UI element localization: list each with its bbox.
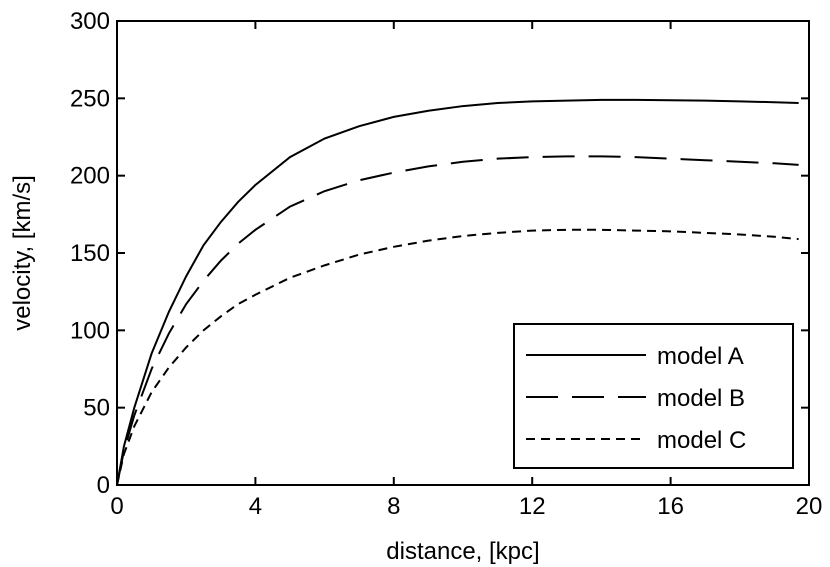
- x-tick-label: 12: [519, 493, 546, 520]
- legend-entries: model A model B model C: [526, 343, 746, 454]
- legend-label-3: model C: [657, 427, 746, 454]
- y-tick-label: 300: [70, 8, 110, 35]
- series-line-2: [116, 155, 799, 486]
- y-axis-label: velocity, [km/s]: [9, 175, 36, 331]
- x-axis-label: distance, [kpc]: [386, 538, 539, 565]
- x-tick-label: 4: [249, 493, 262, 520]
- y-tick-label: 200: [70, 163, 110, 190]
- y-tick-label: 250: [70, 85, 110, 112]
- legend: model A model B model C: [513, 323, 794, 469]
- x-tick-label: 20: [796, 493, 823, 520]
- legend-label-1: model A: [657, 343, 744, 370]
- legend-label-2: model B: [657, 385, 745, 412]
- series-line-1: [116, 98, 799, 486]
- x-tick-label: 8: [387, 493, 400, 520]
- x-tick-label: 0: [110, 493, 123, 520]
- y-tick-label: 100: [70, 317, 110, 344]
- y-tick-label: 150: [70, 240, 110, 267]
- legend-box: [513, 323, 794, 469]
- x-tick-label: 16: [657, 493, 684, 520]
- series-layer: [116, 98, 799, 486]
- y-tick-label: 50: [83, 395, 110, 422]
- y-tick-label: 0: [97, 472, 110, 499]
- series-line-3: [116, 228, 799, 486]
